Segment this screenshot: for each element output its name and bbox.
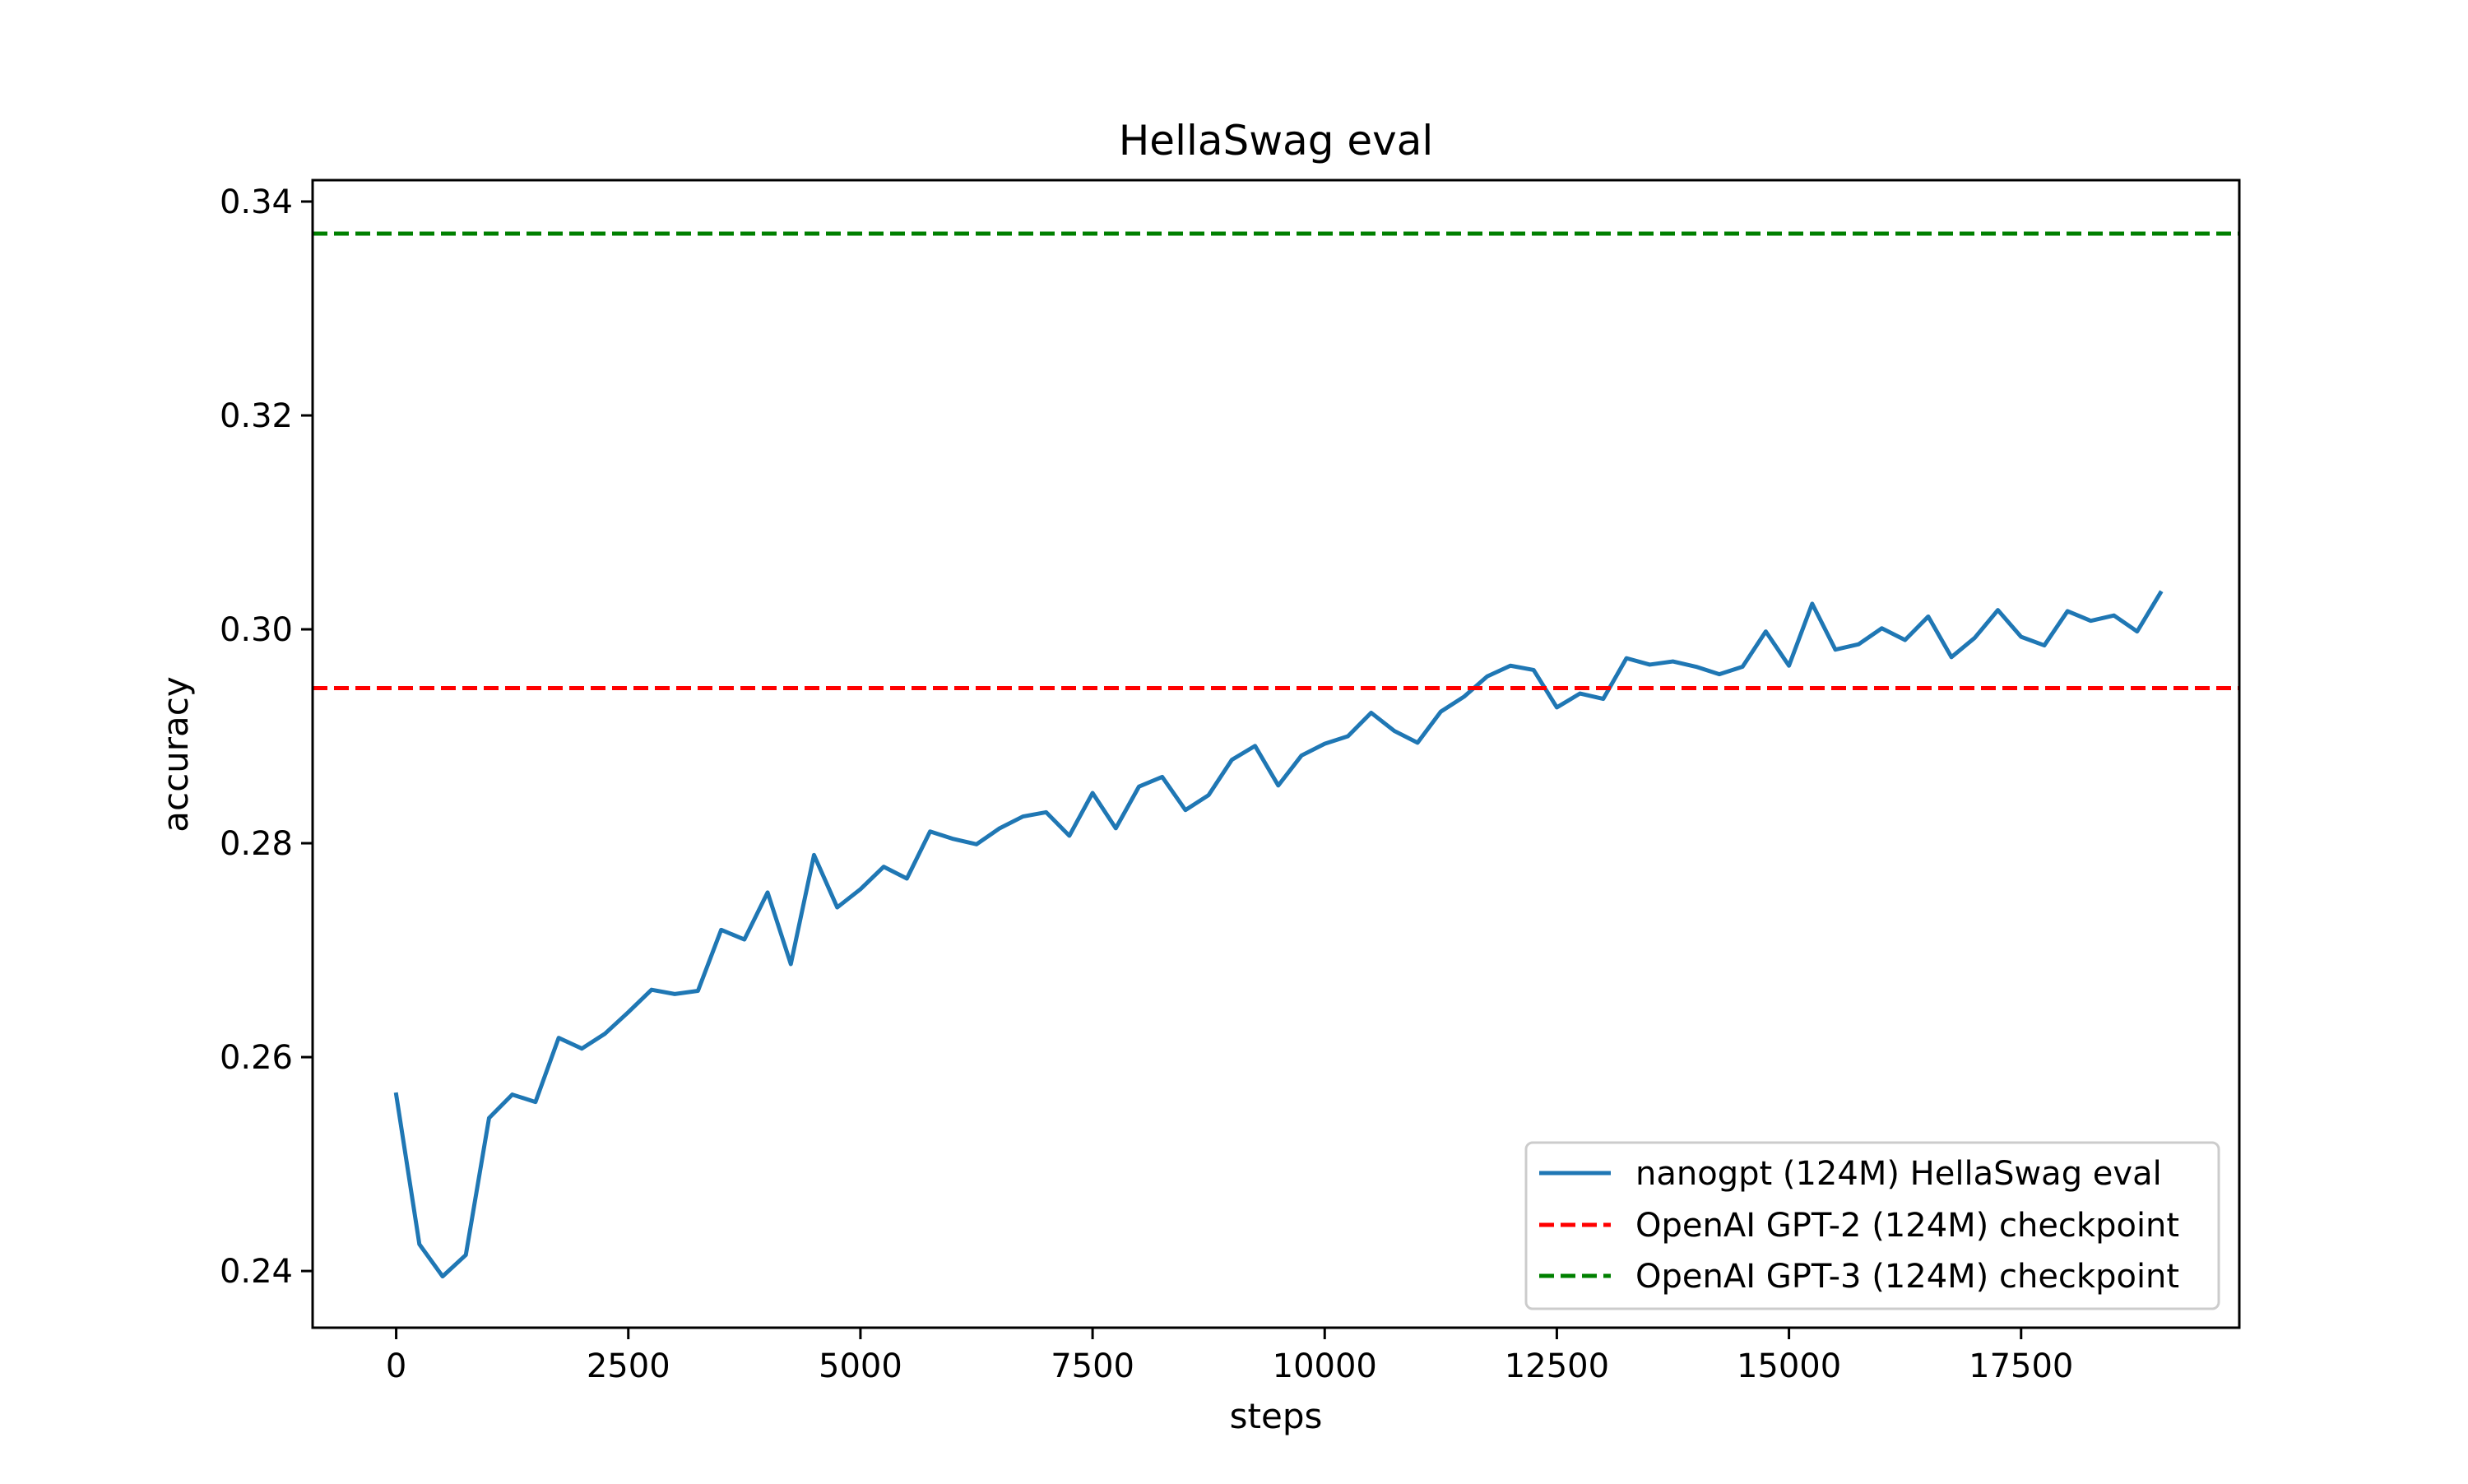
x-tick-label: 5000 — [819, 1347, 902, 1385]
y-tick-label: 0.32 — [220, 397, 293, 435]
y-tick-label: 0.34 — [220, 183, 293, 221]
axes-frame — [311, 179, 2241, 1329]
x-axis-label: steps — [1230, 1396, 1323, 1436]
x-axis-ticks: 0 2500 5000 7500 10000 12500 15000 17500 — [386, 1328, 2073, 1385]
x-tick-label: 12500 — [1505, 1347, 1609, 1385]
series-line-nanogpt — [393, 590, 2164, 1279]
x-tick-label: 0 — [386, 1347, 406, 1385]
legend-label-gpt2: OpenAI GPT-2 (124M) checkpoint — [1635, 1207, 2179, 1245]
x-tick-label: 10000 — [1273, 1347, 1377, 1385]
chart-title: HellaSwag eval — [1119, 117, 1434, 165]
y-axis-ticks: 0.24 0.26 0.28 0.30 0.32 0.34 — [220, 183, 313, 1291]
y-tick-label: 0.24 — [220, 1253, 293, 1291]
x-tick-label: 17500 — [1969, 1347, 2073, 1385]
plot-area — [313, 231, 2239, 1279]
y-tick-label: 0.30 — [220, 611, 293, 649]
y-tick-label: 0.26 — [220, 1039, 293, 1077]
legend-box — [1524, 1141, 2220, 1310]
legend-label-nanogpt: nanogpt (124M) HellaSwag eval — [1635, 1155, 2162, 1193]
legend-label-gpt3: OpenAI GPT-3 (124M) checkpoint — [1635, 1258, 2179, 1296]
y-axis-label: accuracy — [155, 676, 196, 832]
legend: nanogpt (124M) HellaSwag eval OpenAI GPT… — [1524, 1141, 2220, 1310]
y-tick-label: 0.28 — [220, 825, 293, 863]
x-tick-label: 15000 — [1737, 1347, 1841, 1385]
x-tick-label: 7500 — [1051, 1347, 1134, 1385]
x-tick-label: 2500 — [587, 1347, 670, 1385]
